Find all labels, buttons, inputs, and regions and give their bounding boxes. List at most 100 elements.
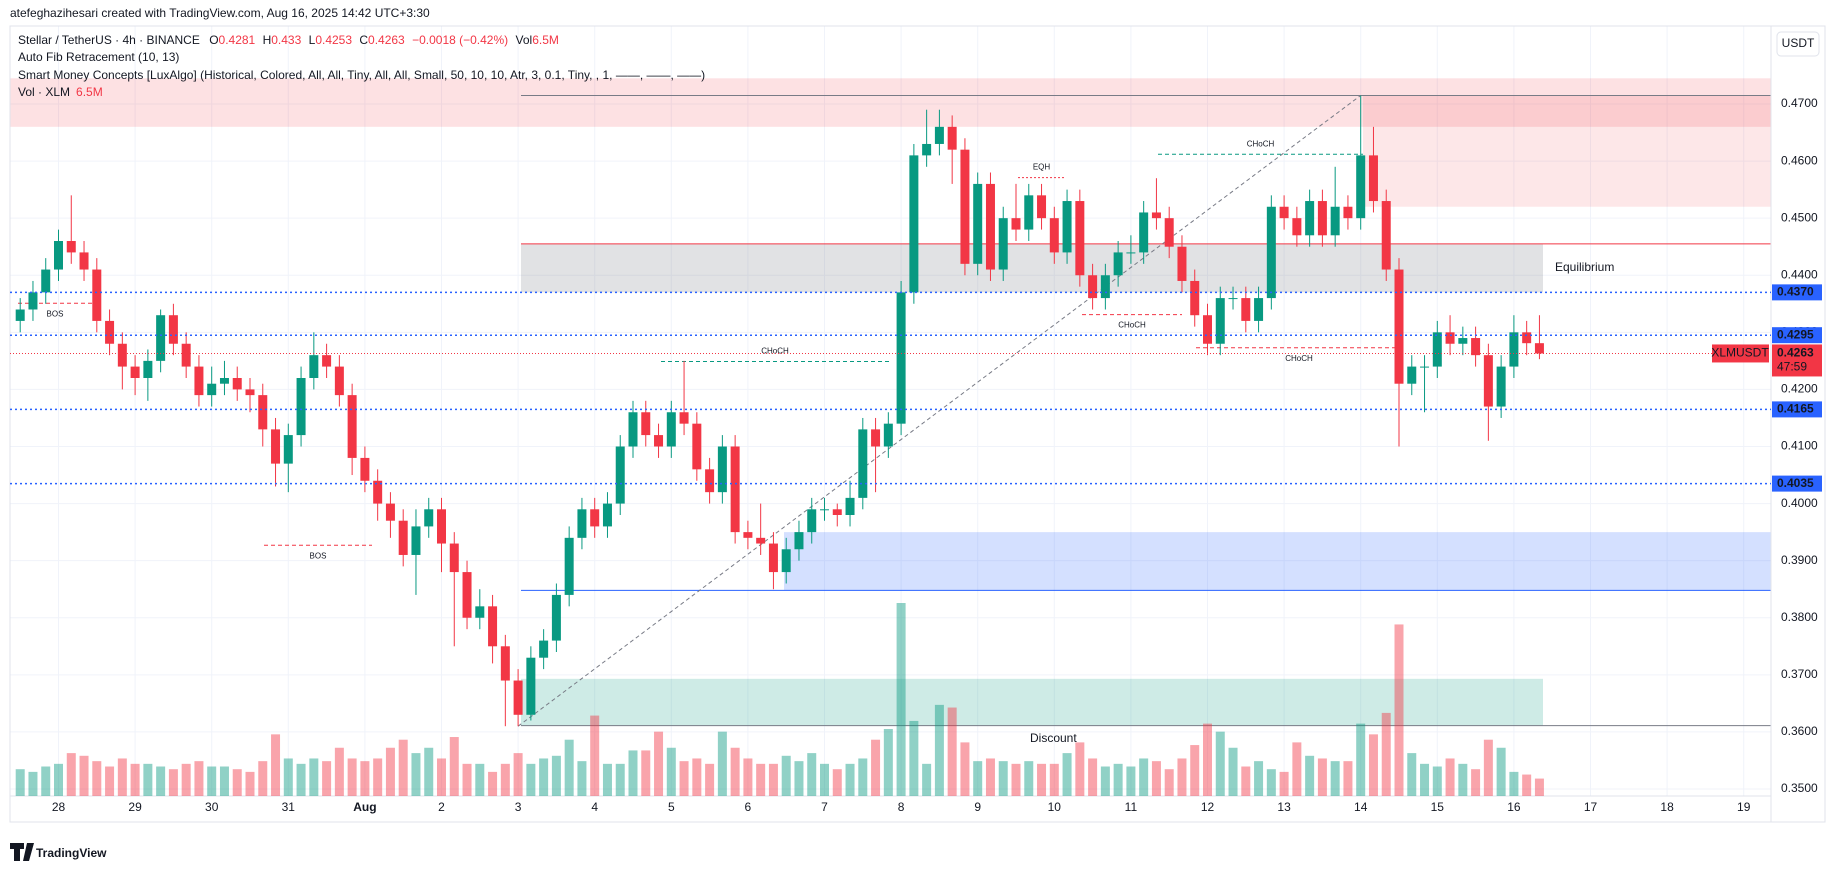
volume-bar (411, 753, 421, 796)
y-tick-label: 0.4200 (1781, 382, 1818, 396)
candle-body (641, 412, 651, 436)
candle-body (219, 378, 229, 384)
candle-body (1292, 218, 1302, 236)
candle-body (973, 183, 983, 264)
volume-bar (437, 758, 446, 796)
candle-body (1368, 155, 1378, 202)
candle-body (1381, 201, 1391, 270)
candle-body (717, 446, 727, 493)
candle-body (1445, 332, 1455, 344)
candle-body (1254, 298, 1264, 321)
x-tick-label: 29 (128, 800, 142, 814)
structure-label: BOS (47, 309, 64, 318)
level-tag-label: 0.4165 (1777, 402, 1814, 416)
candle-body (781, 549, 791, 573)
x-tick-label: 17 (1584, 800, 1598, 814)
volume-bar (130, 763, 140, 796)
volume-bar (1394, 624, 1404, 796)
structure-label: EQH (1033, 163, 1051, 172)
x-tick-label: Aug (353, 800, 376, 814)
vol-label: Vol (516, 33, 533, 47)
y-tick-label: 0.4500 (1781, 210, 1818, 224)
volume-bar (1164, 769, 1174, 796)
volume-bar (1228, 747, 1238, 796)
currency-box[interactable] (1776, 31, 1820, 57)
x-tick-label: 3 (515, 800, 522, 814)
volume-bar (705, 763, 715, 796)
volume-bar (883, 728, 893, 796)
volume-bar (909, 720, 919, 796)
volume-bar (360, 761, 370, 796)
volume-bar (1049, 763, 1059, 796)
candle-body (1177, 246, 1187, 281)
volume-bar (1088, 758, 1098, 796)
candle-body (1330, 206, 1340, 236)
candle-body (590, 509, 600, 527)
x-tick-label: 13 (1277, 800, 1291, 814)
level-tag-label: 0.4295 (1777, 327, 1814, 341)
volume-bar (743, 758, 753, 796)
structure-label: CHoCH (761, 347, 789, 356)
candle-body (15, 309, 25, 321)
x-tick-label: 18 (1660, 800, 1674, 814)
volume-bar (283, 758, 293, 796)
structure-label: CHoCH (1247, 139, 1275, 148)
volume-bar (1203, 723, 1212, 796)
candle-body (564, 537, 574, 595)
volume-bar (1330, 761, 1340, 796)
volume-bar (1215, 731, 1225, 796)
ohlc-value: 0.4253 (315, 33, 352, 47)
x-tick-label: 15 (1431, 800, 1445, 814)
candle-body (551, 594, 561, 641)
volume-bar (309, 758, 319, 796)
volume-bar (641, 750, 651, 796)
candle-body (1215, 298, 1225, 344)
x-tick-label: 2 (438, 800, 445, 814)
ohlc-label: H (263, 33, 272, 47)
zone (521, 243, 1543, 293)
candle-body (462, 572, 472, 618)
x-tick-label: 9 (974, 800, 981, 814)
x-tick-label: 10 (1048, 800, 1062, 814)
candle-body (1151, 212, 1161, 219)
candle-body (322, 355, 332, 367)
candle-body (130, 366, 140, 378)
candle-body (1126, 252, 1136, 254)
volume-bar (347, 758, 357, 796)
volume-bar (66, 753, 76, 796)
zone (521, 678, 1543, 726)
currency[interactable]: USDT (1782, 36, 1815, 50)
volume-bar (1266, 769, 1276, 796)
candle-body (628, 412, 638, 447)
y-tick-label: 0.4000 (1781, 496, 1818, 510)
volume-bar (245, 771, 255, 796)
candle-body (105, 320, 115, 344)
ohlc-label: C (359, 33, 368, 47)
candle-body (1241, 298, 1251, 321)
volume-bar (1432, 766, 1442, 796)
volume-bar (551, 755, 561, 796)
candle-body (858, 429, 868, 498)
candle-body (411, 526, 421, 555)
symbol: Stellar / TetherUS · 4h · BINANCE (18, 33, 200, 47)
volume-bar (79, 755, 89, 796)
volume-bar (1407, 753, 1417, 796)
price-countdown: 47:59 (1777, 360, 1807, 374)
candle-body (1407, 366, 1417, 384)
candle-body (896, 292, 906, 424)
x-tick-label: 6 (745, 800, 752, 814)
volume-bar (1368, 734, 1378, 796)
volume-bar (1254, 761, 1264, 796)
candle-body (743, 532, 753, 538)
candle-body (526, 657, 536, 715)
volume-bar (271, 734, 281, 796)
volume-bar (845, 763, 855, 796)
indicator-smc: Smart Money Concepts [LuxAlgo] (Historic… (18, 68, 705, 82)
volume-bar (424, 747, 434, 796)
candle-body (947, 126, 957, 150)
volume-bar (1471, 769, 1481, 796)
volume-bar (1011, 763, 1021, 796)
candle-body (1356, 155, 1366, 219)
